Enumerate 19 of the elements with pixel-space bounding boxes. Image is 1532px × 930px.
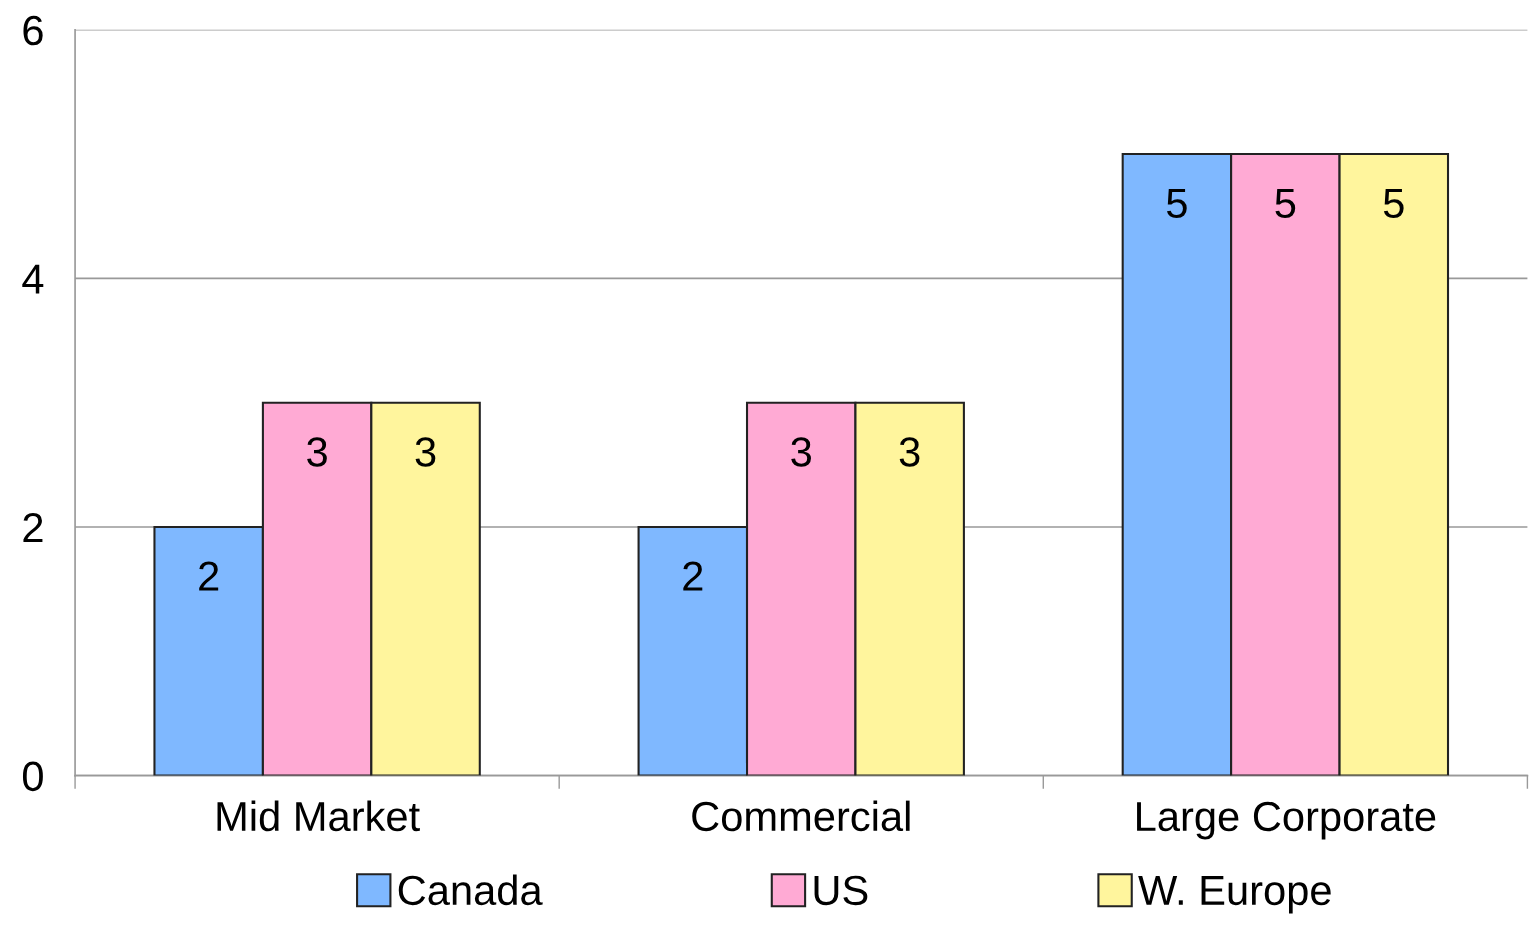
- legend-label: W. Europe: [1138, 876, 1331, 914]
- data-label: 5: [1383, 188, 1404, 219]
- data-label: 5: [1275, 188, 1296, 219]
- legend-label: US: [814, 875, 868, 906]
- data-label: 2: [683, 561, 703, 591]
- y-tick-label: 0: [22, 761, 43, 792]
- x-tick-label: Large Corporate: [1137, 801, 1436, 840]
- x-tick-label: Mid Market: [217, 800, 420, 832]
- y-tick-label: 6: [23, 15, 43, 46]
- data-label: 3: [307, 437, 327, 467]
- data-label: 3: [791, 437, 811, 467]
- data-label: 3: [899, 437, 920, 467]
- x-tick-label: Commercial: [692, 800, 910, 832]
- legend-label: Canada: [398, 874, 543, 906]
- data-label: 2: [199, 561, 219, 591]
- data-label: 5: [1166, 188, 1187, 219]
- y-tick-label: 2: [23, 513, 43, 543]
- y-tick-label: 4: [22, 264, 44, 294]
- data-label: 3: [415, 437, 436, 467]
